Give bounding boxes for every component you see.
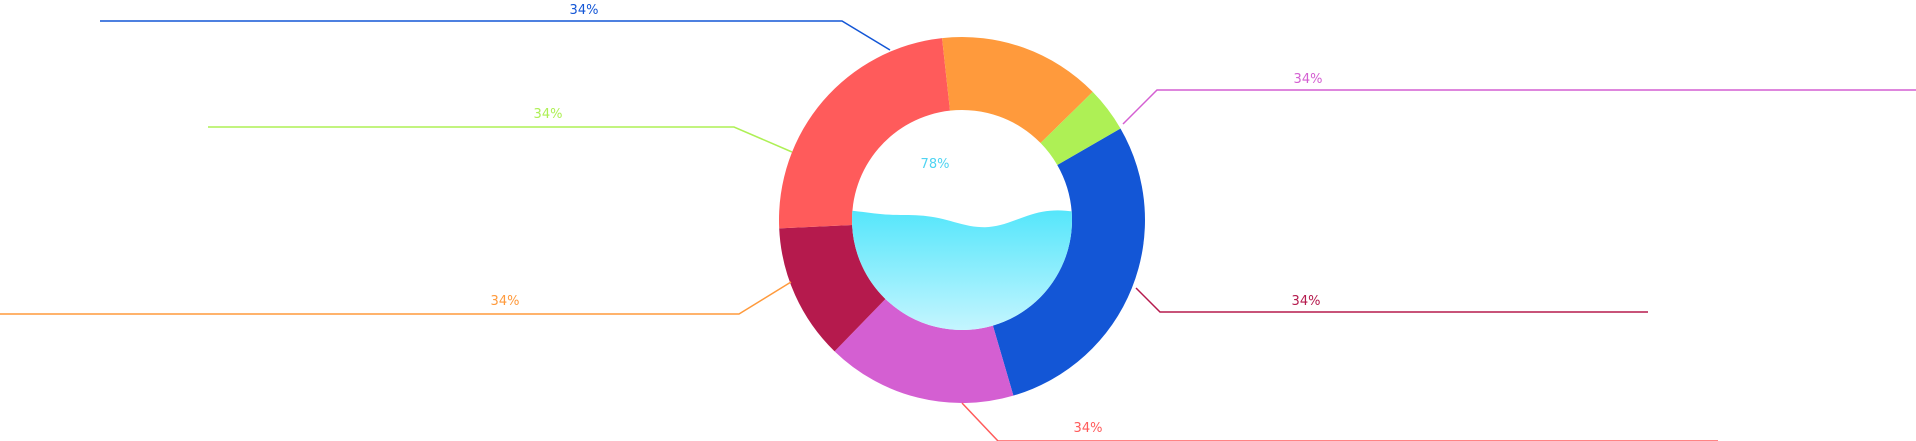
donut-slice-1: [992, 128, 1145, 396]
donut-slice-3: [779, 225, 886, 352]
center-liquid-fill: [852, 210, 1072, 330]
donut-slice-4: [778, 38, 951, 229]
donut-slices: [778, 37, 1145, 403]
center-percentage-label: 78%: [921, 157, 950, 172]
slice-label-2: 34%: [1294, 72, 1323, 87]
leader-line-4: [961, 402, 1718, 441]
donut-slice-6: [1040, 91, 1121, 165]
leader-lines: 34% 34% 34% 34% 34% 34%: [0, 3, 1916, 441]
donut-slice-5: [942, 37, 1093, 144]
slice-label-6: 34%: [534, 107, 563, 122]
leader-line-6: [208, 126, 793, 153]
slice-label-1: 34%: [570, 3, 599, 18]
slice-label-4: 34%: [1074, 421, 1103, 436]
leader-line-3: [1135, 287, 1648, 313]
leader-line-5: [0, 281, 792, 315]
leader-line-2: [1122, 89, 1916, 125]
leader-line-1: [100, 20, 891, 51]
slice-label-5: 34%: [491, 294, 520, 309]
slice-label-3: 34%: [1292, 294, 1321, 309]
donut-slice-2: [834, 298, 1014, 403]
liquid-wave: [852, 210, 1072, 330]
